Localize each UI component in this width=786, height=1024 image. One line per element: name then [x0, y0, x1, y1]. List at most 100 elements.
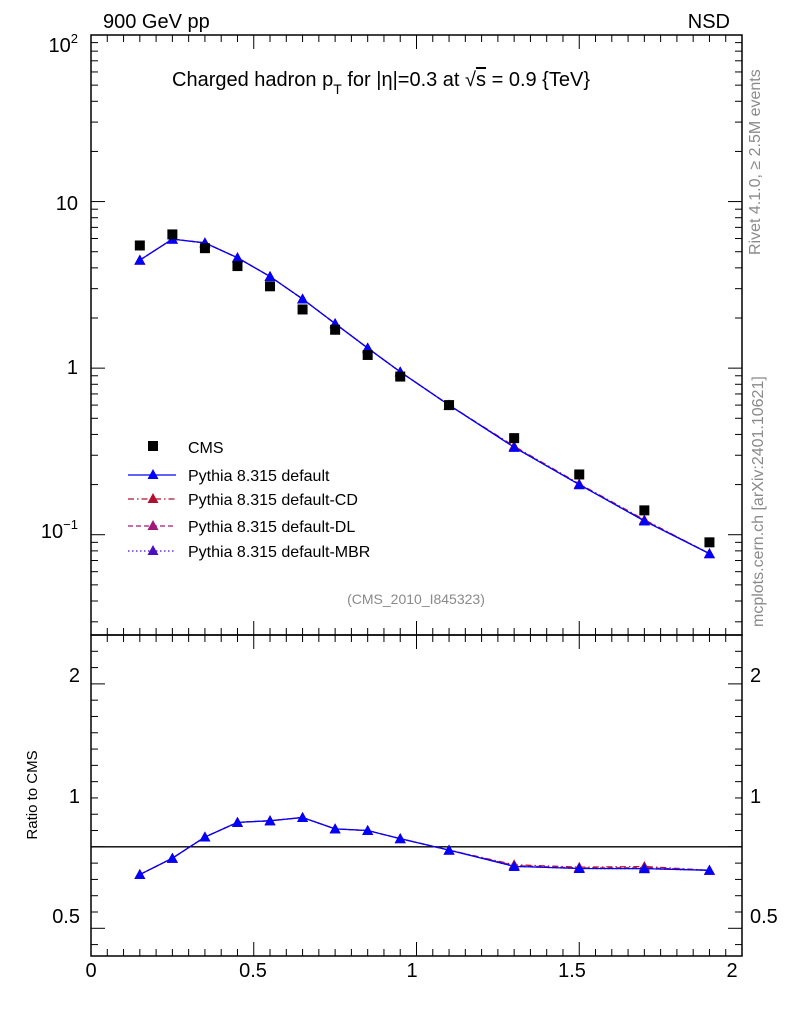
series-1 — [134, 233, 715, 559]
header-right: NSD — [688, 11, 730, 33]
ratio-line — [139, 816, 710, 876]
analysis-id: (CMS_2010_I845323) — [347, 591, 485, 607]
series-point — [134, 254, 146, 265]
title-s: s — [476, 69, 486, 91]
ratio-y-tick-left: 1 — [69, 786, 80, 808]
ratio-point — [231, 816, 243, 827]
series-point — [638, 515, 650, 526]
main-series-layer — [134, 229, 715, 559]
data-point — [134, 240, 145, 251]
data-point — [330, 324, 341, 335]
header-left: 900 GeV pp — [103, 11, 210, 33]
legend: CMS Pythia 8.315 default Pythia 8.315 de… — [128, 440, 370, 561]
svg-text:102: 102 — [49, 31, 78, 57]
x-tick-label: 0 — [85, 960, 96, 982]
data-point — [232, 261, 243, 272]
legend-label: Pythia 8.315 default-DL — [188, 519, 355, 536]
main-y-tick-exp: 2 — [71, 31, 78, 46]
x-tick-label: 2 — [726, 960, 737, 982]
main-y-tick-label-2: 1 — [67, 357, 78, 379]
data-point — [444, 400, 455, 411]
main-y-tick-label-4: 102 — [49, 31, 78, 57]
main-y-tick-base: 1 — [67, 357, 78, 379]
series-0-data — [134, 229, 715, 548]
data-point — [395, 371, 406, 382]
data-point — [167, 229, 178, 240]
x-tick-label: 1.5 — [558, 960, 586, 982]
series-2 — [134, 233, 715, 559]
ratio-y-tick-left: 0.5 — [52, 906, 80, 928]
legend-label: Pythia 8.315 default — [188, 468, 330, 485]
series-point — [508, 441, 520, 452]
ratio-series-0 — [134, 811, 715, 880]
ratio-y-tick-right: 1 — [750, 786, 761, 808]
legend-entry-default: Pythia 8.315 default — [128, 468, 330, 485]
main-y-tick-base: 10 — [49, 35, 71, 57]
data-point — [574, 469, 585, 480]
data-point — [297, 304, 308, 315]
series-point — [264, 270, 276, 281]
data-point — [639, 505, 650, 516]
legend-marker-triangle — [147, 493, 159, 503]
data-point — [265, 281, 276, 292]
main-axis-ticks — [90, 34, 743, 635]
series-3 — [134, 233, 715, 559]
ratio-point — [329, 823, 341, 834]
ratio-line — [139, 816, 710, 876]
ratio-point — [199, 831, 211, 842]
legend-marker-triangle — [147, 469, 159, 479]
series-point — [703, 548, 715, 559]
ratio-series-layer — [91, 811, 742, 880]
title-root: √ — [465, 69, 476, 91]
x-tick-label: 0.5 — [239, 960, 267, 982]
title-part-c: = 0.9 {TeV} — [486, 69, 590, 91]
legend-marker-square — [148, 441, 158, 451]
ratio-y-tick-right: 2 — [750, 665, 761, 687]
ratio-y-tick-right: 0.5 — [750, 906, 778, 928]
ratio-point — [362, 825, 374, 836]
site-label: mcplots.cern.ch [arXiv:2401.10621] — [750, 376, 767, 627]
legend-entry-mbr: Pythia 8.315 default-MBR — [128, 544, 370, 561]
ratio-y-tick-left: 2 — [69, 665, 80, 687]
ratio-point — [508, 860, 520, 871]
data-point — [199, 243, 210, 254]
ratio-frame — [90, 634, 743, 957]
ratio-point — [166, 852, 178, 863]
ratio-point — [638, 863, 650, 874]
chart-title: Charged hadron pT for |η|=0.3 at √s = 0.… — [172, 69, 590, 97]
title-part-b: for |η|=0.3 at — [342, 69, 465, 91]
main-y-tick-exp: −1 — [63, 517, 78, 532]
series-4 — [134, 233, 715, 559]
ratio-axis-ticks — [90, 635, 743, 956]
x-tick-label: 1 — [406, 960, 417, 982]
main-y-tick-label-3: 10 — [56, 193, 78, 215]
main-y-tick-base: 10 — [56, 193, 78, 215]
ratio-point — [134, 869, 146, 880]
ratio-point — [703, 864, 715, 875]
legend-entry-cd: Pythia 8.315 default-CD — [128, 492, 358, 509]
main-y-tick-base: 10 — [41, 521, 63, 543]
data-point — [362, 349, 373, 360]
ratio-point — [443, 844, 455, 855]
legend-label: Pythia 8.315 default-MBR — [188, 544, 370, 561]
rivet-label: Rivet 4.1.0, ≥ 2.5M events — [747, 69, 764, 255]
title-part-a: Charged hadron p — [172, 69, 333, 91]
svg-text:10−1: 10−1 — [41, 517, 78, 543]
ratio-line — [139, 816, 710, 876]
legend-label: Pythia 8.315 default-CD — [188, 492, 358, 509]
legend-label: CMS — [188, 440, 224, 457]
legend-marker-triangle — [147, 520, 159, 530]
legend-marker-triangle — [147, 545, 159, 555]
title-sub: T — [333, 81, 342, 97]
legend-entry-dl: Pythia 8.315 default-DL — [128, 519, 355, 536]
series-point — [573, 479, 585, 490]
ratio-line — [139, 816, 710, 876]
series-point — [231, 252, 243, 263]
ratio-point — [573, 862, 585, 873]
ratio-y-label: Ratio to CMS — [24, 750, 41, 839]
ratio-point — [394, 833, 406, 844]
ratio-point — [264, 815, 276, 826]
legend-entry-cms: CMS — [148, 440, 224, 457]
ratio-point — [297, 811, 309, 822]
